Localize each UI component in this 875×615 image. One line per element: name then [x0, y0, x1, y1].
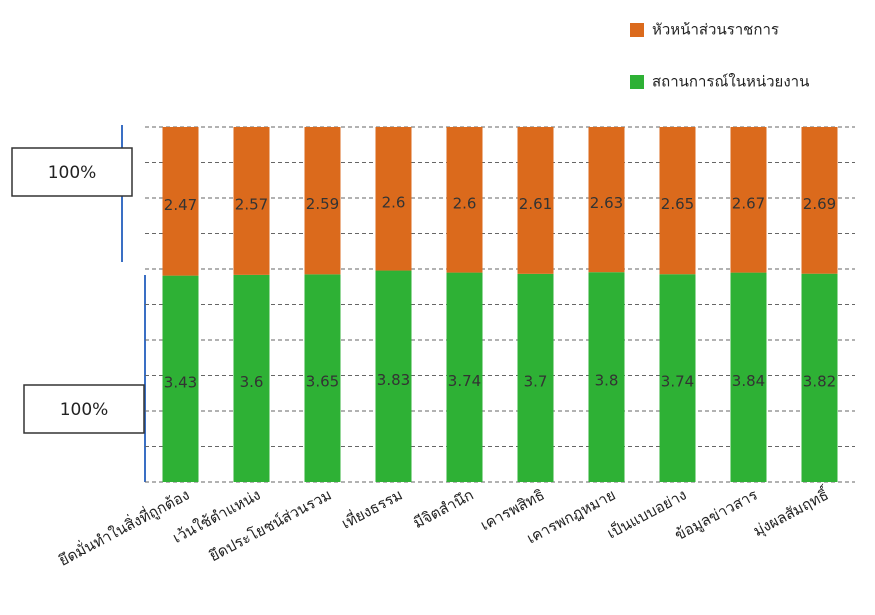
value-label: 2.67	[732, 194, 765, 212]
legend-swatch	[630, 75, 644, 89]
bar-segment	[801, 273, 838, 482]
bar-segment	[659, 274, 696, 482]
value-label: 2.65	[661, 195, 694, 213]
value-label: 2.63	[590, 194, 623, 212]
bar-segment	[588, 127, 625, 273]
bar-segment	[162, 275, 199, 482]
value-label: 2.69	[803, 195, 836, 213]
bar-segment	[659, 127, 696, 275]
value-label: 3.7	[524, 372, 548, 390]
value-label: 2.59	[306, 195, 339, 213]
legend-label: สถานการณ์ในหน่วยงาน	[652, 73, 809, 91]
bar-segment	[162, 127, 199, 276]
value-label: 3.8	[595, 372, 619, 390]
legend-label: หัวหน้าส่วนราชการ	[652, 21, 779, 39]
value-label: 3.74	[448, 372, 481, 390]
x-tick-label: ยึดประโยชน์ส่วนรวม	[206, 486, 334, 566]
bar-segment	[233, 127, 270, 275]
annotation: 100%	[60, 400, 109, 420]
bar-segment	[517, 273, 554, 482]
bar-segment	[446, 127, 483, 273]
value-label: 3.74	[661, 373, 694, 391]
bar-segment	[304, 127, 341, 275]
bar-segment	[801, 127, 838, 274]
x-tick-label: มุ่งผลสัมฤทธิ์	[749, 483, 833, 541]
annotation: 100%	[48, 163, 97, 183]
value-label: 3.43	[164, 373, 197, 391]
value-label: 2.57	[235, 195, 268, 213]
value-label: 3.83	[377, 371, 410, 389]
bar-segment	[304, 274, 341, 482]
note-box	[23, 384, 145, 434]
value-label: 3.6	[240, 373, 264, 391]
value-label: 3.84	[732, 372, 765, 390]
bar-segment	[730, 127, 767, 273]
x-tick-label: ยึดมั่นทำในสิ่งที่ถูกต้อง	[55, 484, 193, 570]
value-label: 3.65	[306, 373, 339, 391]
bar-segment	[375, 270, 412, 482]
x-tick-label: เที่ยงธรรม	[338, 484, 406, 533]
value-label: 2.47	[164, 196, 197, 214]
value-label: 2.6	[453, 194, 477, 212]
legend-swatch	[630, 23, 644, 37]
bar-segment	[517, 127, 554, 274]
bar-segment	[588, 272, 625, 482]
value-label: 3.82	[803, 372, 836, 390]
x-tick-label: มีจิตสำนึก	[410, 486, 476, 533]
value-label: 2.61	[519, 195, 552, 213]
bar-segment	[446, 272, 483, 482]
note-box	[11, 147, 133, 197]
bar-segment	[730, 272, 767, 482]
bar-segment	[233, 274, 270, 482]
bar-segment	[375, 127, 412, 271]
value-label: 2.6	[382, 193, 406, 211]
